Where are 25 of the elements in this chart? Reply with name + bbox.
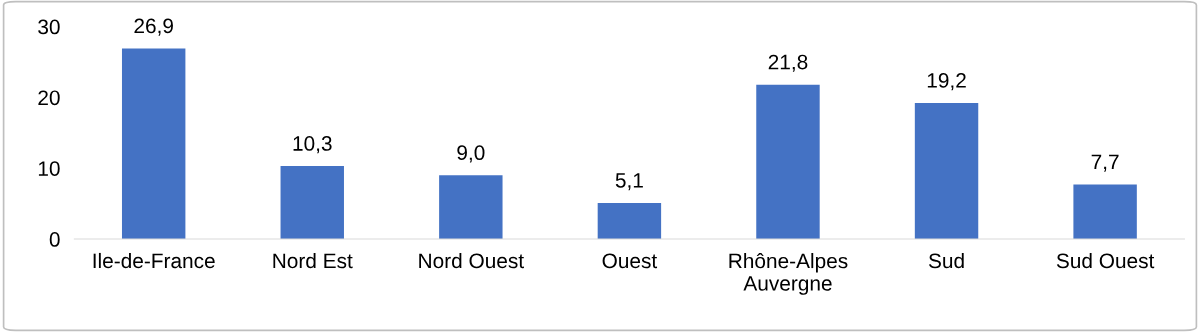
bar <box>280 166 344 240</box>
y-tick-label: 20 <box>38 90 60 106</box>
bar <box>439 175 503 240</box>
y-tick-label: 30 <box>38 19 60 35</box>
x-tick-label: Sud Ouest <box>1056 252 1155 269</box>
data-label: 5,1 <box>615 173 643 191</box>
bar <box>1073 184 1137 240</box>
bar <box>597 202 662 240</box>
x-tick-label: Ouest <box>602 253 658 269</box>
data-label: 10,3 <box>293 136 332 154</box>
y-tick-label: 10 <box>38 161 60 176</box>
bar <box>756 84 820 240</box>
x-tick-label: Nord Ouest <box>419 252 524 269</box>
data-label: 9,0 <box>457 145 485 163</box>
x-tick-label: Nord Est <box>273 252 353 269</box>
x-tick-label: Ile-de-France <box>93 252 215 269</box>
data-label: 19,2 <box>927 73 966 91</box>
data-label: 7,7 <box>1091 154 1119 172</box>
bar <box>914 103 979 240</box>
x-tick-label: Rhône-Alpes Auvergne <box>729 252 848 295</box>
data-label: 26,9 <box>134 18 173 36</box>
data-label: 21,8 <box>768 54 808 72</box>
y-tick-label: 0 <box>49 232 60 247</box>
x-tick-label: Sud <box>928 252 964 269</box>
bar <box>121 48 186 240</box>
